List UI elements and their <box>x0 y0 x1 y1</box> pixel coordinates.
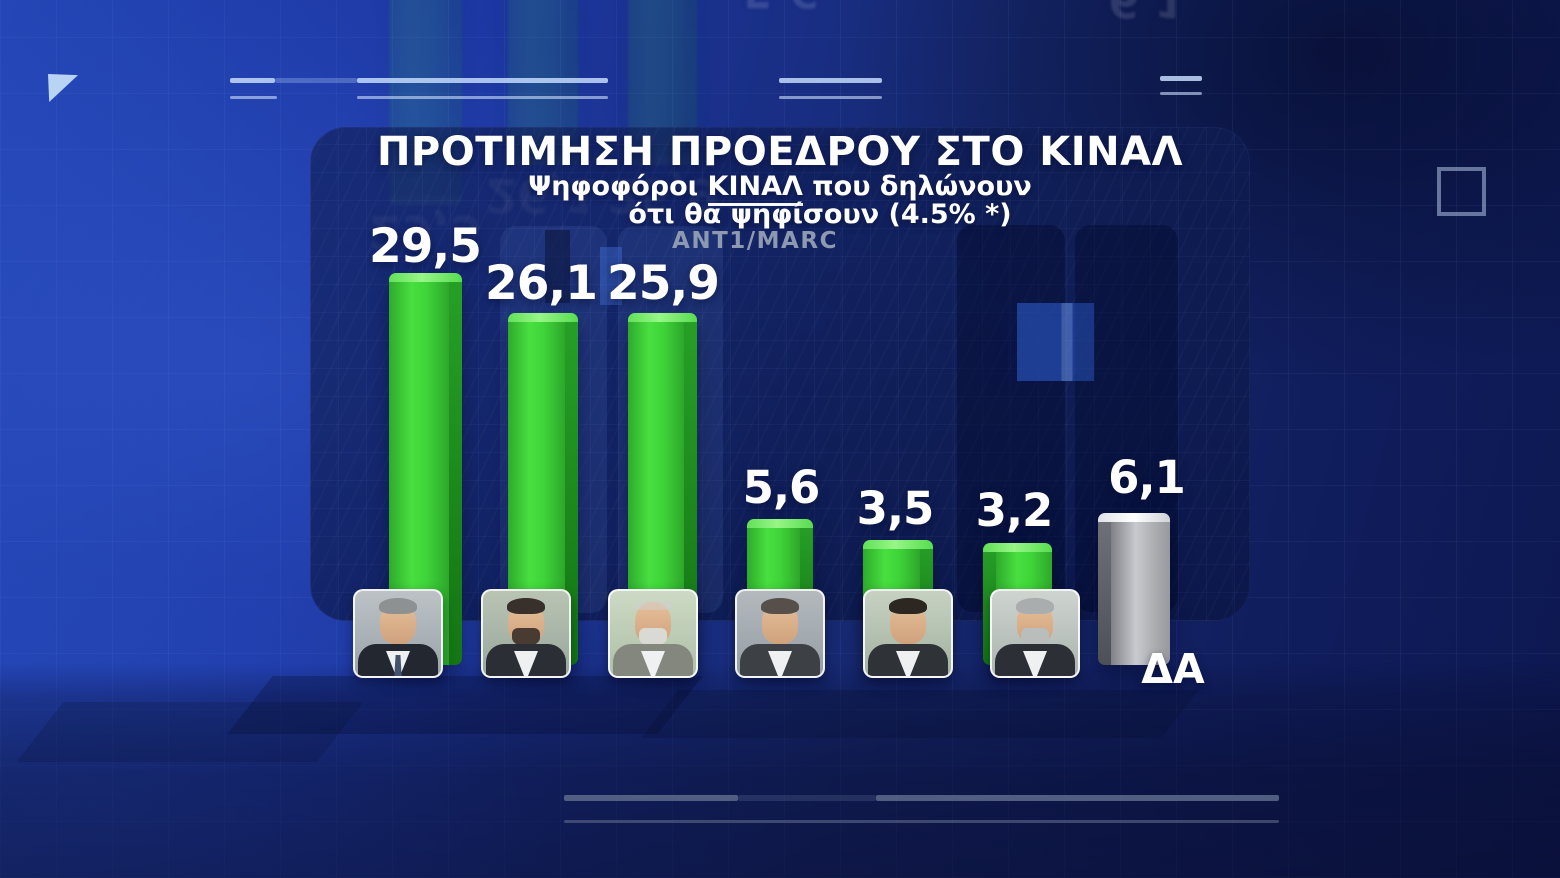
bar-value-label: 26,1 <box>485 256 598 311</box>
bar-no-answer <box>1098 513 1170 665</box>
decor-line <box>1160 76 1202 81</box>
decor-line <box>779 78 882 83</box>
decor-chip <box>1017 303 1094 381</box>
axis-label-da: ΔΑ <box>1141 645 1205 693</box>
subtitle-line-1: Ψηφοφόροι ΚΙΝΑΛ που δηλώνουν <box>310 171 1250 206</box>
decor-line <box>275 78 357 83</box>
subtitle-line-2: ότι θα ψηφίσουν (4.5% *) <box>628 199 1012 230</box>
decor-line <box>357 96 608 99</box>
bar-value-label: 6,1 <box>1108 451 1186 504</box>
bar-value-label: 3,5 <box>856 482 935 535</box>
decor-line <box>779 96 882 99</box>
candidate-photo-4 <box>735 589 825 678</box>
bar-value-label: 3,2 <box>975 484 1054 537</box>
subtitle-pre: Ψηφοφόροι <box>528 171 708 202</box>
decor-line <box>230 96 277 99</box>
bar-side <box>449 273 462 665</box>
decor-line <box>1160 92 1202 95</box>
bar-side <box>1098 513 1111 665</box>
subtitle-post: που δηλώνουν <box>802 171 1032 202</box>
source-label: ANT1/MARC <box>672 228 838 254</box>
candidate-photo-6 <box>990 589 1080 678</box>
bar-front <box>1111 513 1170 665</box>
bar-value-label: 5,6 <box>742 461 821 514</box>
bar-side <box>684 313 697 665</box>
bar-value-label: 25,9 <box>607 256 720 311</box>
decor-line <box>357 78 608 83</box>
square-outline-decor <box>1437 167 1486 216</box>
page-title: ΠΡΟΤΙΜΗΣΗ ΠΡΟΕΔΡΟΥ ΣΤΟ ΚΙΝΑΛ <box>376 129 1184 175</box>
bar-value-label: 29,5 <box>369 219 482 274</box>
bar-side <box>565 313 578 665</box>
candidate-photo-5 <box>863 589 953 678</box>
candidate-photo-1 <box>353 589 443 678</box>
candidate-photo-2 <box>481 589 571 678</box>
decor-chip <box>600 247 622 305</box>
subtitle-kinal-underlined: ΚΙΝΑΛ <box>707 171 803 206</box>
decor-chip <box>545 230 570 303</box>
decor-line <box>230 78 275 83</box>
candidate-photo-3 <box>608 589 698 678</box>
